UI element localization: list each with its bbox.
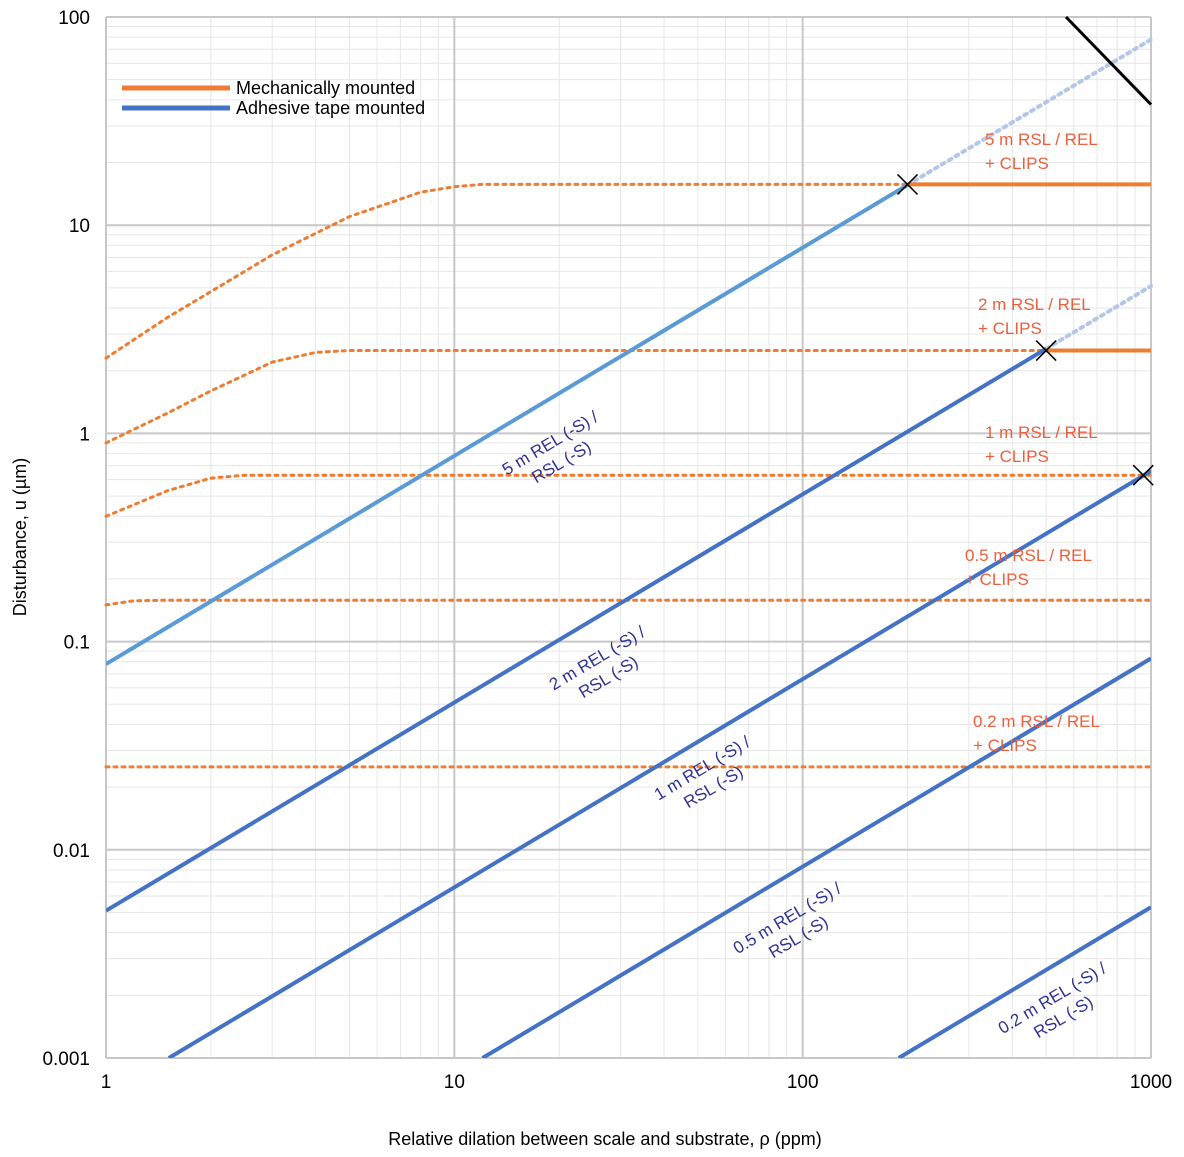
limit-line	[1064, 15, 1153, 106]
adhesive-line	[167, 469, 1151, 1058]
legend-label-mechanical: Mechanically mounted	[236, 78, 415, 98]
x-axis-title: Relative dilation between scale and subs…	[388, 1129, 821, 1149]
mechanical-series-label: 5 m RSL / REL	[985, 130, 1098, 149]
mechanical-series-label: + CLIPS	[973, 736, 1037, 755]
adhesive-line	[481, 656, 1151, 1058]
series-layer	[104, 15, 1153, 1058]
mechanical-series-label: 0.5 m RSL / REL	[965, 546, 1092, 565]
intersection-markers	[896, 173, 1154, 486]
major-gridlines	[105, 16, 1152, 1059]
y-axis-title: Disturbance, u (µm)	[10, 458, 30, 616]
legend: Mechanically mounted Adhesive tape mount…	[122, 78, 425, 118]
adhesive-extension-line	[1044, 284, 1153, 351]
y-tick-label: 1	[79, 424, 90, 445]
adhesive-series-label: 0.2 m REL (-S) /RSL (-S)	[995, 959, 1110, 1042]
mechanical-series-label: + CLIPS	[965, 570, 1029, 589]
adhesive-line	[106, 347, 1048, 913]
intersection-marker	[1132, 464, 1154, 486]
x-tick-label: 1	[101, 1072, 112, 1093]
mechanical-series-label: 1 m RSL / REL	[985, 423, 1098, 442]
legend-label-adhesive: Adhesive tape mounted	[236, 98, 425, 118]
mechanical-series-label: 0.2 m RSL / REL	[973, 712, 1100, 731]
adhesive-line	[106, 183, 909, 666]
x-tick-label: 100	[787, 1072, 819, 1093]
adhesive-line	[897, 905, 1151, 1058]
y-tick-label: 0.1	[64, 633, 90, 654]
mechanical-dotted-line	[104, 182, 909, 360]
series-labels: 5 m RSL / REL + CLIPS 2 m RSL / REL + CLIPS…	[499, 130, 1110, 1042]
mechanical-dotted-line	[104, 349, 1048, 445]
y-tick-label: 100	[58, 8, 90, 29]
intersection-marker	[896, 173, 919, 195]
minor-gridlines	[106, 17, 1151, 1058]
mechanical-dotted-line	[104, 473, 1153, 518]
tick-labels: 1 10 100 1000 0.001 0.01 0.1 1 10 100	[42, 8, 1172, 1093]
mechanical-series-label: 2 m RSL / REL	[978, 295, 1091, 314]
y-tick-label: 0.01	[53, 841, 90, 862]
mechanical-dotted-line	[104, 598, 1153, 607]
adhesive-series-label: 1 m REL (-S) /RSL (-S)	[651, 732, 754, 812]
y-tick-label: 10	[69, 216, 90, 237]
x-tick-label: 10	[444, 1072, 465, 1093]
x-tick-label: 1000	[1130, 1072, 1172, 1093]
mechanical-series-label: + CLIPS	[978, 319, 1042, 338]
mechanical-series-label: + CLIPS	[985, 154, 1049, 173]
y-tick-label: 0.001	[42, 1049, 90, 1070]
mechanical-series-label: + CLIPS	[985, 447, 1049, 466]
intersection-marker	[1035, 340, 1057, 362]
